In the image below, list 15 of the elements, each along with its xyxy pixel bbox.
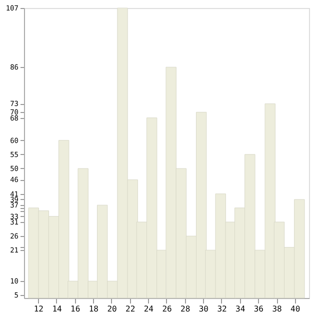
x-tick-label: 22	[126, 304, 136, 314]
x-tick-label: 26	[162, 304, 172, 314]
x-tick-label: 18	[88, 304, 99, 314]
x-tick-label: 32	[217, 304, 227, 314]
x-tick-label: 24	[144, 304, 154, 314]
x-tick-label: 40	[290, 304, 300, 314]
x-tick-label: 14	[52, 304, 62, 314]
x-tick-label: 30	[198, 304, 209, 314]
x-tick-label: 16	[70, 304, 80, 314]
x-tick-label: 38	[272, 304, 282, 314]
x-tick-label: 20	[107, 304, 117, 314]
x-tick-label: 12	[34, 304, 44, 314]
x-tick-label: 36	[254, 304, 264, 314]
x-tick-label: 28	[180, 304, 190, 314]
x-tick-label: 34	[236, 304, 246, 314]
